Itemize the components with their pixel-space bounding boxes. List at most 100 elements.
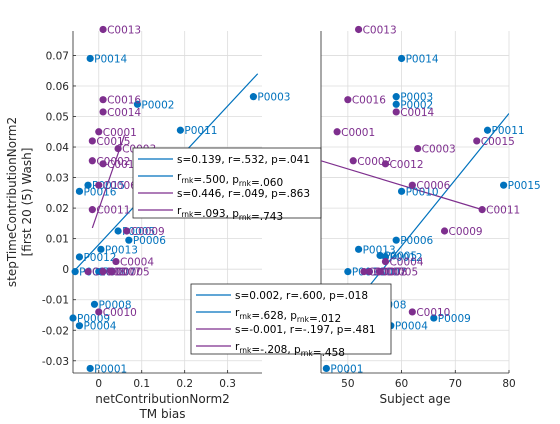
point-label-p0006: P0006 bbox=[133, 235, 166, 247]
point-label-c0012: C0012 bbox=[389, 159, 423, 171]
point-label-c0009: C0009 bbox=[131, 226, 165, 238]
data-point-c0016 bbox=[99, 96, 107, 104]
point-label-c0013: C0013 bbox=[107, 24, 141, 36]
data-point-p0005 bbox=[114, 227, 122, 235]
x-axis-label: Subject age bbox=[379, 392, 450, 406]
y-axis-label-line1: stepTimeContributionNorm2 bbox=[5, 117, 19, 287]
y-axis-label: stepTimeContributionNorm2 [first 20 (5) … bbox=[5, 117, 34, 287]
data-point-c0010 bbox=[408, 308, 416, 316]
data-point-p0009 bbox=[430, 314, 438, 322]
x-tick-label: 70 bbox=[449, 378, 462, 390]
data-point-c0008 bbox=[84, 268, 92, 276]
y-tick-label: -0.02 bbox=[42, 325, 69, 337]
y-tick-label: 0 bbox=[62, 264, 69, 276]
point-label-p0004: P0004 bbox=[83, 321, 116, 333]
point-label-c0014: C0014 bbox=[400, 107, 434, 119]
x-tick-label: 80 bbox=[502, 378, 515, 390]
point-label-p0011: P0011 bbox=[492, 125, 525, 137]
data-point-c0015 bbox=[473, 137, 481, 145]
point-label-c0013: C0013 bbox=[363, 24, 397, 36]
data-point-p0010 bbox=[71, 268, 79, 276]
point-label-p0013: P0013 bbox=[105, 244, 138, 256]
legend-entry-text: s=0.002, r=.600, p=.018 bbox=[235, 290, 368, 302]
point-label-p0016: P0016 bbox=[83, 186, 116, 198]
data-point-c0003 bbox=[414, 144, 422, 153]
point-label-p0003: P0003 bbox=[257, 92, 290, 104]
data-point-c0009 bbox=[123, 227, 131, 235]
legend-entry-text: rrnk=-.208, prnk=.458 bbox=[235, 341, 345, 359]
data-point-c0006 bbox=[95, 181, 103, 189]
data-point-c0011 bbox=[478, 206, 486, 214]
y-tick-label: 0.07 bbox=[46, 50, 69, 62]
point-label-p0002: P0002 bbox=[141, 99, 174, 111]
y-tick-label: -0.03 bbox=[42, 356, 69, 368]
point-label-p0005: P0005 bbox=[384, 250, 417, 262]
x-tick-label: 0.1 bbox=[133, 378, 150, 390]
x-axis-label: netContributionNorm2 bbox=[95, 392, 230, 406]
point-label-p0012: P0012 bbox=[83, 252, 116, 264]
data-point-c0012 bbox=[99, 160, 107, 168]
data-point-c0006 bbox=[408, 181, 416, 189]
legend-entry-text: rrnk=.500, prnk=.060 bbox=[177, 171, 283, 189]
legend-entry-text: rrnk=.628, prnk=.012 bbox=[235, 307, 341, 325]
data-point-c0004 bbox=[381, 257, 390, 266]
left-scatter-panel: 0 0.1 0.2 0.3 -0.03 -0.02 -0.01 0 0.01 0.02 0.03 0.… bbox=[42, 24, 322, 421]
point-label-c0010: C0010 bbox=[103, 307, 137, 319]
data-point-c0004 bbox=[112, 257, 120, 266]
grid bbox=[73, 31, 262, 373]
data-point-c0014 bbox=[392, 108, 400, 116]
point-label-p0003: P0003 bbox=[400, 92, 433, 104]
data-point-p0015 bbox=[500, 181, 508, 189]
point-label-c0010: C0010 bbox=[416, 307, 450, 319]
point-label-c0008: C0008 bbox=[373, 267, 407, 279]
data-point-p0013 bbox=[355, 245, 363, 253]
data-point-c0002 bbox=[88, 157, 96, 165]
point-label-p0004: P0004 bbox=[395, 321, 428, 333]
data-point-p0009 bbox=[69, 314, 77, 322]
data-point-p0001 bbox=[86, 364, 94, 373]
x-axis-label-line2: TM bias bbox=[138, 407, 185, 420]
point-label-c0016: C0016 bbox=[352, 95, 386, 107]
fit-line-purple bbox=[321, 160, 483, 211]
y-tick-label: 0.04 bbox=[46, 142, 70, 154]
data-point-p0015 bbox=[84, 181, 92, 189]
y-tick-label: -0.01 bbox=[42, 295, 69, 307]
data-point-p0016 bbox=[344, 268, 352, 276]
point-label-p0001: P0001 bbox=[330, 363, 363, 375]
point-label-p0009: P0009 bbox=[438, 313, 471, 325]
data-point-p0006 bbox=[125, 236, 133, 244]
point-label-c0014: C0014 bbox=[107, 107, 141, 119]
point-label-p0012: P0012 bbox=[389, 252, 422, 264]
point-label-c0005: C0005 bbox=[384, 267, 418, 279]
y-axis-label-line2: [first 20 (5) Wash] bbox=[20, 148, 34, 257]
data-point-p0006 bbox=[392, 236, 400, 244]
point-label-p0010: P0010 bbox=[406, 186, 439, 198]
y-tick-label: 0.03 bbox=[46, 173, 69, 185]
data-point-c0015 bbox=[88, 137, 96, 145]
legend-box: s=0.139, r=.532, p=.041 rrnk=.500, prnk=.… bbox=[132, 147, 322, 223]
point-label-c0004: C0004 bbox=[120, 257, 154, 269]
legend-frame bbox=[132, 147, 322, 219]
point-label-p0011: P0011 bbox=[184, 125, 217, 137]
data-point-c0001 bbox=[333, 128, 341, 136]
x-tick-label: 0 bbox=[95, 378, 102, 390]
x-tick-label: 50 bbox=[341, 378, 354, 390]
legend-entry-text: s=0.446, r=.049, p=.863 bbox=[177, 188, 310, 200]
point-label-p0009: P0009 bbox=[77, 313, 110, 325]
point-label-p0008: P0008 bbox=[98, 299, 131, 311]
data-point-p0014 bbox=[397, 54, 406, 63]
point-label-p0014: P0014 bbox=[94, 53, 127, 65]
point-label-c0011: C0011 bbox=[96, 205, 130, 217]
legend-entry-text: s=-0.001, r=-.197, p=.481 bbox=[235, 324, 376, 336]
data-point-p0003 bbox=[249, 93, 258, 101]
data-point-p0013 bbox=[97, 245, 105, 253]
point-label-c0015: C0015 bbox=[96, 136, 130, 148]
data-point-p0002 bbox=[133, 100, 142, 108]
x-tick-label: 0.2 bbox=[176, 378, 193, 390]
point-label-c0015: C0015 bbox=[481, 136, 515, 148]
data-point-c0007 bbox=[360, 268, 368, 276]
data-point-c0007 bbox=[99, 268, 107, 276]
point-label-c0011: C0011 bbox=[486, 205, 520, 217]
point-label-c0016: C0016 bbox=[107, 95, 141, 107]
